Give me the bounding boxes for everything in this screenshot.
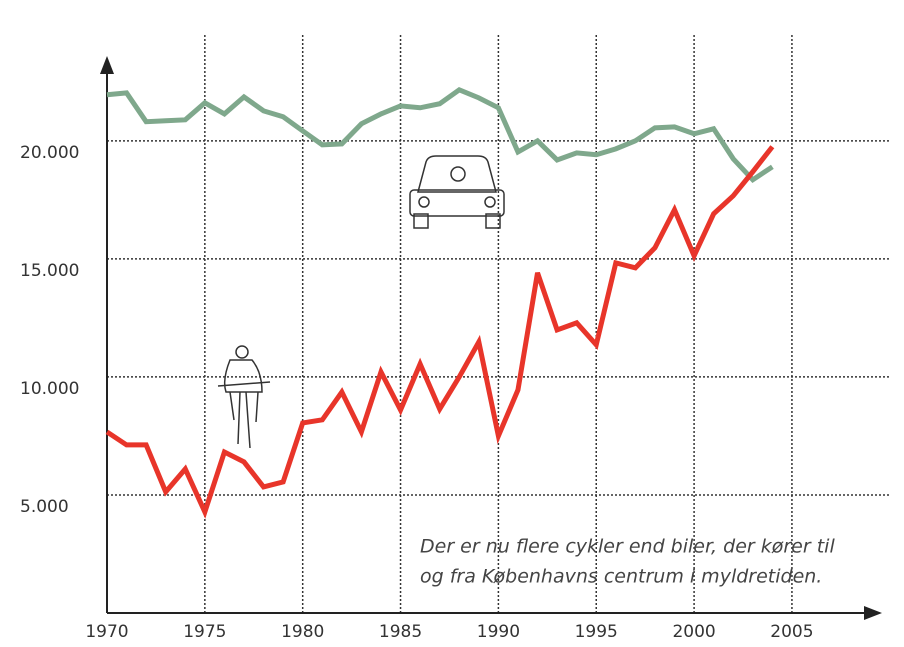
y-tick-label: 20.000 [20, 143, 79, 163]
x-tick-label: 2000 [672, 622, 715, 642]
x-tick-label: 1970 [85, 622, 128, 642]
x-tick-label: 1990 [477, 622, 520, 642]
x-tick-label: 2005 [770, 622, 813, 642]
bike-icon [217, 345, 271, 449]
y-tick-label: 5.000 [20, 497, 69, 517]
y-tick-label: 10.000 [20, 379, 79, 399]
series-line [105, 145, 775, 519]
y-axis-arrow [100, 56, 114, 74]
annotation: Der er nu flere cykler end biler, der kø… [420, 536, 835, 558]
car-icon [409, 155, 505, 229]
x-tick-label: 1995 [575, 622, 618, 642]
annotation: og fra Københavns centrum i myldretiden. [420, 566, 822, 588]
x-tick-label: 1980 [281, 622, 324, 642]
y-tick-label: 15.000 [20, 261, 79, 281]
x-tick-label: 1985 [379, 622, 422, 642]
series-line [106, 86, 774, 184]
x-tick-label: 1975 [183, 622, 226, 642]
x-axis-arrow [864, 606, 882, 620]
